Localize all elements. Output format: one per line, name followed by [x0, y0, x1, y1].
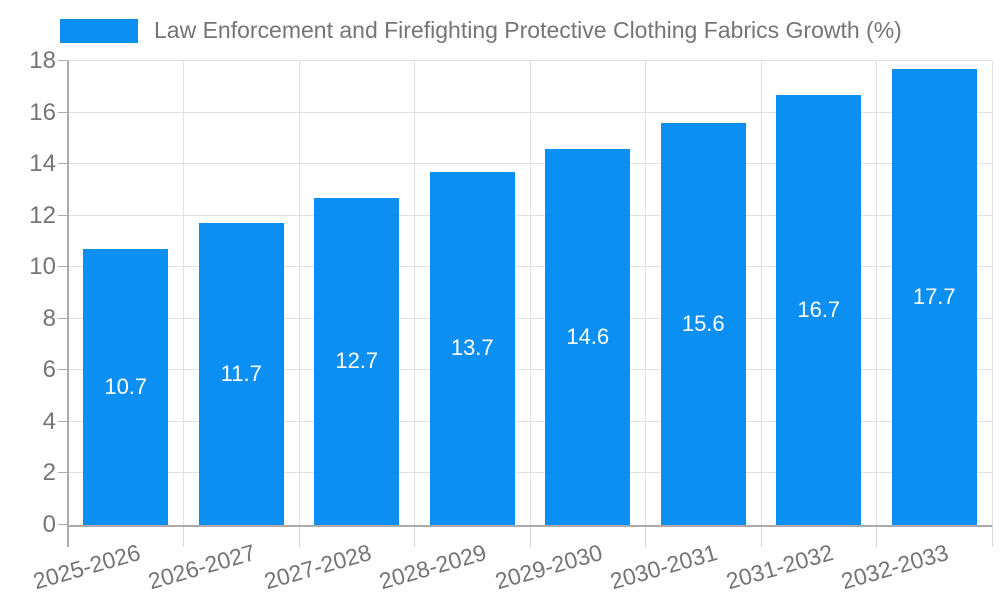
x-axis-line: [67, 525, 992, 527]
bar[interactable]: [198, 223, 284, 525]
x-gridline: [876, 61, 877, 525]
bar-value-label: 14.6: [566, 323, 610, 349]
y-tick-label: 18: [29, 47, 56, 74]
y-tick-label: 8: [42, 304, 56, 332]
y-tick: [58, 111, 68, 113]
bar-value-label: 16.7: [797, 296, 841, 322]
chart-title: Law Enforcement and Firefighting Protect…: [154, 17, 902, 43]
x-tick: [183, 525, 184, 547]
bar[interactable]: [660, 122, 746, 525]
bar[interactable]: [545, 148, 631, 525]
y-tick-label: 12: [29, 201, 56, 229]
y-tick-label: 2: [42, 459, 56, 487]
x-tick: [298, 525, 300, 547]
y-tick: [58, 420, 68, 422]
bar[interactable]: [83, 249, 169, 525]
x-gridline: [529, 61, 531, 525]
y-tick: [58, 524, 68, 525]
y-tick: [58, 163, 68, 165]
y-tick: [58, 266, 68, 268]
bar-value-label: 15.6: [681, 310, 725, 336]
x-tick: [645, 525, 646, 547]
y-tick-label: 14: [29, 150, 56, 178]
y-axis-line: [67, 61, 69, 547]
y-tick: [58, 60, 68, 61]
bar-value-label: 13.7: [450, 335, 494, 361]
x-tick: [991, 525, 993, 547]
y-tick-label: 16: [29, 98, 56, 126]
x-tick: [529, 525, 531, 547]
legend[interactable]: Law Enforcement and Firefighting Protect…: [60, 17, 902, 44]
y-tick: [58, 317, 68, 319]
bar-value-label: 10.7: [104, 374, 148, 400]
y-tick: [58, 214, 68, 216]
x-tick: [760, 525, 762, 547]
x-gridline: [645, 61, 646, 525]
bar[interactable]: [429, 171, 515, 525]
y-tick-label: 6: [42, 356, 56, 384]
bar-value-label: 12.7: [335, 348, 379, 374]
x-tick: [876, 525, 877, 547]
x-tick: [414, 525, 415, 547]
y-tick-label: 4: [42, 407, 56, 435]
legend-swatch: [60, 18, 138, 43]
bar-value-label: 17.7: [912, 283, 956, 309]
y-tick-label: 0: [42, 511, 56, 538]
bar[interactable]: [891, 68, 977, 525]
x-gridline: [991, 61, 993, 525]
y-tick: [58, 369, 68, 371]
bar-value-label: 11.7: [220, 361, 262, 387]
y-gridline: [68, 60, 992, 61]
y-tick-label: 10: [29, 253, 56, 281]
x-gridline: [760, 61, 762, 525]
x-gridline: [183, 61, 184, 525]
x-gridline: [298, 61, 300, 525]
bar[interactable]: [314, 197, 400, 525]
bar[interactable]: [776, 94, 862, 525]
x-gridline: [414, 61, 415, 525]
y-tick: [58, 472, 68, 474]
